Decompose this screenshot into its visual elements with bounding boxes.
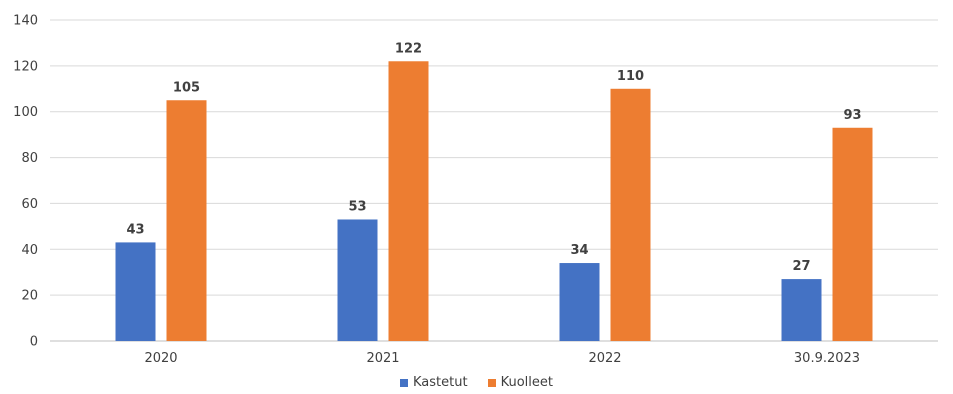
y-tick-label: 80 bbox=[21, 151, 38, 166]
data-label-kuolleet-30.9.2023: 93 bbox=[843, 108, 861, 123]
y-tick-label: 20 bbox=[21, 289, 38, 304]
y-tick-label: 40 bbox=[21, 243, 38, 258]
data-label-kastetut-30.9.2023: 27 bbox=[792, 259, 810, 274]
data-label-kuolleet-2020: 105 bbox=[173, 80, 200, 95]
bar-kuolleet-30.9.2023 bbox=[832, 127, 873, 341]
data-label-kastetut-2020: 43 bbox=[126, 222, 144, 237]
legend-label-kastetut: Kastetut bbox=[413, 375, 468, 390]
y-tick-label: 60 bbox=[21, 197, 38, 212]
y-tick-label: 120 bbox=[13, 59, 38, 74]
legend-item-kastetut: Kastetut bbox=[400, 375, 468, 390]
y-tick-label: 100 bbox=[13, 105, 38, 120]
data-labels: 43 105 53 122 34 110 27 93 bbox=[126, 41, 861, 274]
x-tick-label: 30.9.2023 bbox=[794, 351, 860, 366]
x-tick-label: 2022 bbox=[588, 351, 621, 366]
y-tick-label: 140 bbox=[13, 14, 38, 29]
legend-swatch-kuolleet bbox=[487, 378, 496, 387]
x-tick-label: 2020 bbox=[144, 351, 177, 366]
y-tick-label: 0 bbox=[30, 335, 38, 350]
legend: Kastetut Kuolleet bbox=[0, 375, 953, 390]
data-label-kuolleet-2021: 122 bbox=[395, 41, 422, 56]
bar-kastetut-30.9.2023 bbox=[781, 279, 822, 341]
data-label-kastetut-2021: 53 bbox=[348, 199, 366, 214]
bar-kastetut-2020 bbox=[115, 242, 156, 341]
x-axis-ticks: 2020 2021 2022 30.9.2023 bbox=[144, 351, 860, 366]
data-label-kuolleet-2022: 110 bbox=[617, 69, 644, 84]
legend-label-kuolleet: Kuolleet bbox=[500, 375, 553, 390]
y-axis-ticks: 0 20 40 60 80 100 120 140 bbox=[13, 14, 38, 350]
legend-item-kuolleet: Kuolleet bbox=[487, 375, 553, 390]
legend-swatch-kastetut bbox=[400, 378, 409, 387]
bar-kuolleet-2022 bbox=[610, 88, 651, 342]
bar-kastetut-2022 bbox=[559, 263, 600, 341]
data-label-kastetut-2022: 34 bbox=[570, 243, 588, 258]
bar-kuolleet-2020 bbox=[166, 100, 207, 341]
x-tick-label: 2021 bbox=[366, 351, 399, 366]
bars bbox=[115, 61, 873, 342]
bar-kuolleet-2021 bbox=[388, 61, 429, 342]
bar-kastetut-2021 bbox=[337, 219, 378, 341]
